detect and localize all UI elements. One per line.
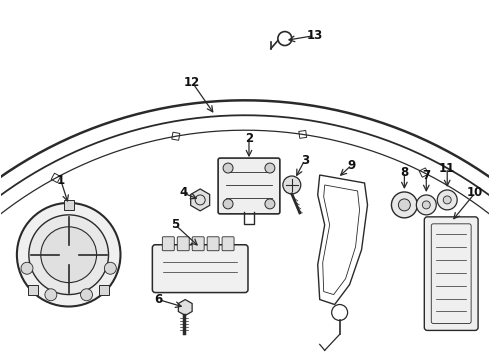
Text: 12: 12 xyxy=(184,76,200,89)
Text: 10: 10 xyxy=(467,186,483,199)
FancyBboxPatch shape xyxy=(192,237,204,251)
Polygon shape xyxy=(191,189,210,211)
Circle shape xyxy=(283,176,301,194)
Circle shape xyxy=(392,192,417,218)
Bar xyxy=(64,200,74,210)
Text: 7: 7 xyxy=(422,168,430,181)
Text: 11: 11 xyxy=(439,162,455,175)
Text: 5: 5 xyxy=(171,218,179,231)
Circle shape xyxy=(45,289,57,301)
Text: 4: 4 xyxy=(179,186,187,199)
Circle shape xyxy=(265,199,275,209)
Text: 13: 13 xyxy=(307,29,323,42)
Text: 1: 1 xyxy=(57,174,65,186)
FancyBboxPatch shape xyxy=(207,237,219,251)
Bar xyxy=(28,285,38,295)
FancyBboxPatch shape xyxy=(177,237,189,251)
Bar xyxy=(419,168,429,177)
Circle shape xyxy=(41,227,97,283)
Circle shape xyxy=(80,289,93,301)
Text: 2: 2 xyxy=(245,132,253,145)
Bar xyxy=(172,132,180,140)
FancyBboxPatch shape xyxy=(162,237,174,251)
Circle shape xyxy=(223,199,233,209)
Circle shape xyxy=(416,195,436,215)
Text: 3: 3 xyxy=(301,154,309,167)
FancyBboxPatch shape xyxy=(218,158,280,214)
Circle shape xyxy=(265,163,275,173)
Text: 6: 6 xyxy=(154,293,163,306)
Text: 8: 8 xyxy=(400,166,409,179)
Bar xyxy=(99,285,109,295)
Polygon shape xyxy=(178,300,192,315)
Text: 9: 9 xyxy=(347,158,356,172)
Bar xyxy=(299,130,307,138)
Circle shape xyxy=(21,262,33,274)
Circle shape xyxy=(104,262,116,274)
Circle shape xyxy=(422,201,430,209)
Circle shape xyxy=(17,203,121,306)
FancyBboxPatch shape xyxy=(152,245,248,293)
Circle shape xyxy=(437,190,457,210)
Circle shape xyxy=(29,215,108,294)
Circle shape xyxy=(398,199,410,211)
Circle shape xyxy=(443,196,451,204)
Circle shape xyxy=(223,163,233,173)
FancyBboxPatch shape xyxy=(222,237,234,251)
FancyBboxPatch shape xyxy=(424,217,478,330)
Bar xyxy=(51,173,61,183)
